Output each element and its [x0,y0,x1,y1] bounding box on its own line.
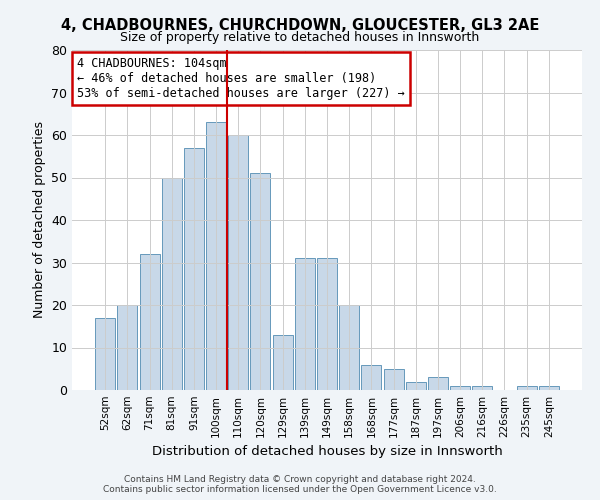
X-axis label: Distribution of detached houses by size in Innsworth: Distribution of detached houses by size … [152,446,502,458]
Bar [272,335,293,390]
Bar [383,369,404,390]
Bar [317,258,337,390]
Bar [184,148,204,390]
Bar [428,378,448,390]
Bar [95,318,115,390]
Bar [339,305,359,390]
Bar [517,386,536,390]
Bar [162,178,182,390]
Bar [472,386,492,390]
Bar [228,135,248,390]
Bar [140,254,160,390]
Y-axis label: Number of detached properties: Number of detached properties [32,122,46,318]
Text: Size of property relative to detached houses in Innsworth: Size of property relative to detached ho… [121,31,479,44]
Bar [406,382,426,390]
Bar [450,386,470,390]
Bar [250,174,271,390]
Bar [361,364,382,390]
Bar [295,258,315,390]
Bar [118,305,137,390]
Bar [539,386,559,390]
Text: 4 CHADBOURNES: 104sqm
← 46% of detached houses are smaller (198)
53% of semi-det: 4 CHADBOURNES: 104sqm ← 46% of detached … [77,57,405,100]
Text: 4, CHADBOURNES, CHURCHDOWN, GLOUCESTER, GL3 2AE: 4, CHADBOURNES, CHURCHDOWN, GLOUCESTER, … [61,18,539,32]
Bar [206,122,226,390]
Text: Contains HM Land Registry data © Crown copyright and database right 2024.
Contai: Contains HM Land Registry data © Crown c… [103,474,497,494]
